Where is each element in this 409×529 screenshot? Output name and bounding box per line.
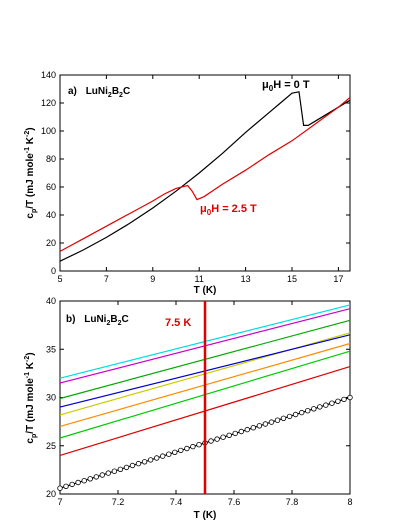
panel-a-curves [59, 91, 351, 262]
series-line-1 [59, 96, 351, 252]
panel-b-ylabel: cp/T (mJ mole-1 K-2) [24, 352, 38, 443]
y-tick-label: 60 [46, 182, 56, 192]
x-tick-label: 9 [150, 274, 155, 284]
data-point [280, 415, 287, 421]
vline-label: 7.5 K [165, 317, 191, 329]
x-tick-label: 7.4 [170, 497, 183, 507]
data-point [262, 421, 269, 427]
data-point [250, 425, 256, 431]
panel-b-xlabel: T (K) [194, 510, 217, 521]
data-point [274, 417, 281, 423]
data-point [135, 460, 142, 467]
y-tick-label: 100 [41, 126, 56, 136]
panel-a-ticks: 5 7 9 11 13 15 17 0 20 40 60 80 100 120 140 [41, 70, 350, 284]
x-tick-label: 7 [57, 497, 62, 507]
data-point [166, 451, 172, 457]
data-point [99, 472, 105, 478]
data-point [87, 476, 93, 482]
y-tick-label: 40 [46, 210, 56, 220]
data-point [292, 411, 299, 418]
data-point [190, 443, 196, 450]
data-point [69, 481, 75, 488]
y-tick-label: 140 [41, 70, 56, 80]
panel-a: 5 7 9 11 13 15 17 0 20 40 60 80 100 120 140 a) LuNi2B2… [24, 70, 351, 296]
x-tick-label: 7.6 [228, 497, 241, 507]
data-point [214, 436, 220, 442]
data-point [329, 400, 335, 406]
data-point [347, 394, 353, 401]
y-tick-label: 35 [46, 344, 56, 354]
data-point [141, 459, 148, 465]
panel-a-label: a) LuNi2B2C [68, 86, 130, 99]
data-point [196, 442, 202, 448]
y-tick-label: 120 [41, 98, 56, 108]
annotation-2-5t: μ0H = 2.5 T [200, 203, 257, 217]
x-tick-label: 13 [241, 274, 251, 284]
data-point [238, 428, 244, 435]
data-point [129, 462, 136, 469]
data-point [123, 464, 130, 471]
data-point [63, 483, 69, 489]
annotation-0t: μ0H = 0 T [262, 79, 310, 93]
y-tick-label: 0 [51, 266, 56, 276]
data-point [268, 419, 275, 425]
data-point [208, 438, 214, 444]
x-tick-label: 7.8 [286, 497, 299, 507]
data-point [256, 423, 263, 429]
data-point [286, 413, 293, 420]
panel-a-frame [59, 74, 351, 272]
data-point [335, 398, 341, 404]
x-tick-label: 17 [333, 274, 343, 284]
x-tick-label: 11 [195, 274, 204, 284]
data-point [299, 409, 305, 416]
data-point [147, 457, 154, 463]
data-point [81, 478, 87, 484]
x-tick-label: 7.2 [112, 497, 125, 507]
data-point [311, 406, 317, 412]
data-point [159, 453, 166, 459]
data-point [178, 447, 184, 454]
data-point [111, 468, 118, 474]
data-point [244, 426, 250, 433]
y-tick-label: 20 [46, 238, 56, 248]
x-tick-label: 15 [287, 274, 297, 284]
panel-b-ticks: 7 7.2 7.4 7.6 7.8 8 20 25 30 35 40 [46, 296, 353, 507]
data-point [305, 408, 311, 414]
data-point [172, 449, 178, 455]
data-point [323, 402, 329, 408]
panel-b: 7 7.2 7.4 7.6 7.8 8 20 25 30 35 40 b) LuNi2B2C 7.5… [24, 296, 353, 521]
x-tick-label: 8 [347, 497, 352, 507]
y-tick-label: 80 [46, 154, 56, 164]
data-point [317, 404, 323, 410]
data-point [341, 396, 347, 403]
data-point [153, 455, 160, 461]
data-point [232, 430, 238, 437]
data-point [93, 474, 99, 480]
data-point [75, 479, 81, 486]
series-line-0 [59, 91, 351, 262]
y-tick-label: 30 [46, 393, 56, 403]
y-tick-label: 20 [46, 489, 56, 499]
data-point [184, 445, 190, 452]
data-point [57, 485, 63, 491]
data-point [220, 434, 226, 440]
panel-a-xlabel: T (K) [194, 285, 217, 296]
data-point [117, 466, 124, 472]
y-tick-label: 25 [46, 441, 56, 451]
data-point [226, 432, 232, 438]
data-point [105, 470, 111, 476]
panel-b-label: b) LuNi2B2C [66, 314, 129, 327]
x-tick-label: 5 [57, 274, 62, 284]
x-tick-label: 7 [104, 274, 109, 284]
panel-a-ylabel: cp/T (mJ mole-1 K-2) [24, 127, 38, 218]
y-tick-label: 40 [46, 296, 56, 306]
